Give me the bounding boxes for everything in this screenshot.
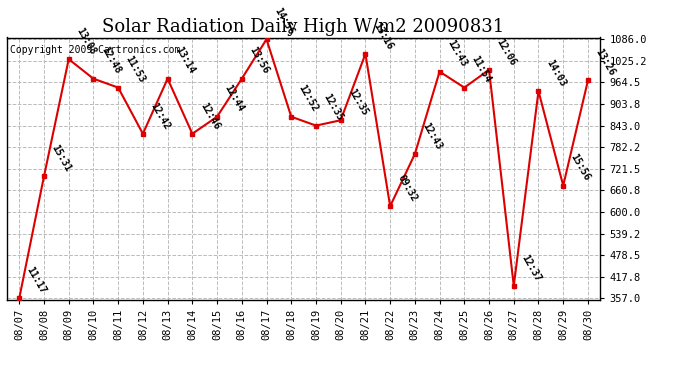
Text: 13:56: 13:56 (247, 45, 270, 76)
Text: 12:48: 12:48 (99, 45, 122, 76)
Text: Copyright 2009 Cartronics.com: Copyright 2009 Cartronics.com (10, 45, 180, 56)
Text: 11:54: 11:54 (470, 54, 493, 85)
Text: 13:16: 13:16 (371, 21, 394, 51)
Text: 12:43: 12:43 (420, 121, 444, 151)
Text: 12:06: 12:06 (495, 37, 518, 67)
Text: 14:03: 14:03 (544, 58, 567, 88)
Text: 12:35: 12:35 (346, 87, 370, 117)
Text: 12:52: 12:52 (297, 84, 320, 114)
Text: 12:42: 12:42 (148, 100, 172, 131)
Title: Solar Radiation Daily High W/m2 20090831: Solar Radiation Daily High W/m2 20090831 (103, 18, 504, 36)
Text: 14:56: 14:56 (272, 6, 295, 36)
Text: 13:14: 13:14 (173, 45, 197, 76)
Text: 12:46: 12:46 (198, 100, 221, 131)
Text: 12:43: 12:43 (445, 38, 469, 69)
Text: 11:17: 11:17 (25, 265, 48, 296)
Text: 15:56: 15:56 (569, 152, 592, 183)
Text: 09:32: 09:32 (395, 173, 419, 204)
Text: 11:53: 11:53 (124, 54, 147, 85)
Text: 12:44: 12:44 (223, 84, 246, 114)
Text: 12:35: 12:35 (322, 92, 345, 123)
Text: 13:08: 13:08 (75, 26, 97, 56)
Text: 13:26: 13:26 (593, 47, 617, 78)
Text: 12:37: 12:37 (520, 253, 542, 283)
Text: 15:31: 15:31 (50, 143, 73, 174)
